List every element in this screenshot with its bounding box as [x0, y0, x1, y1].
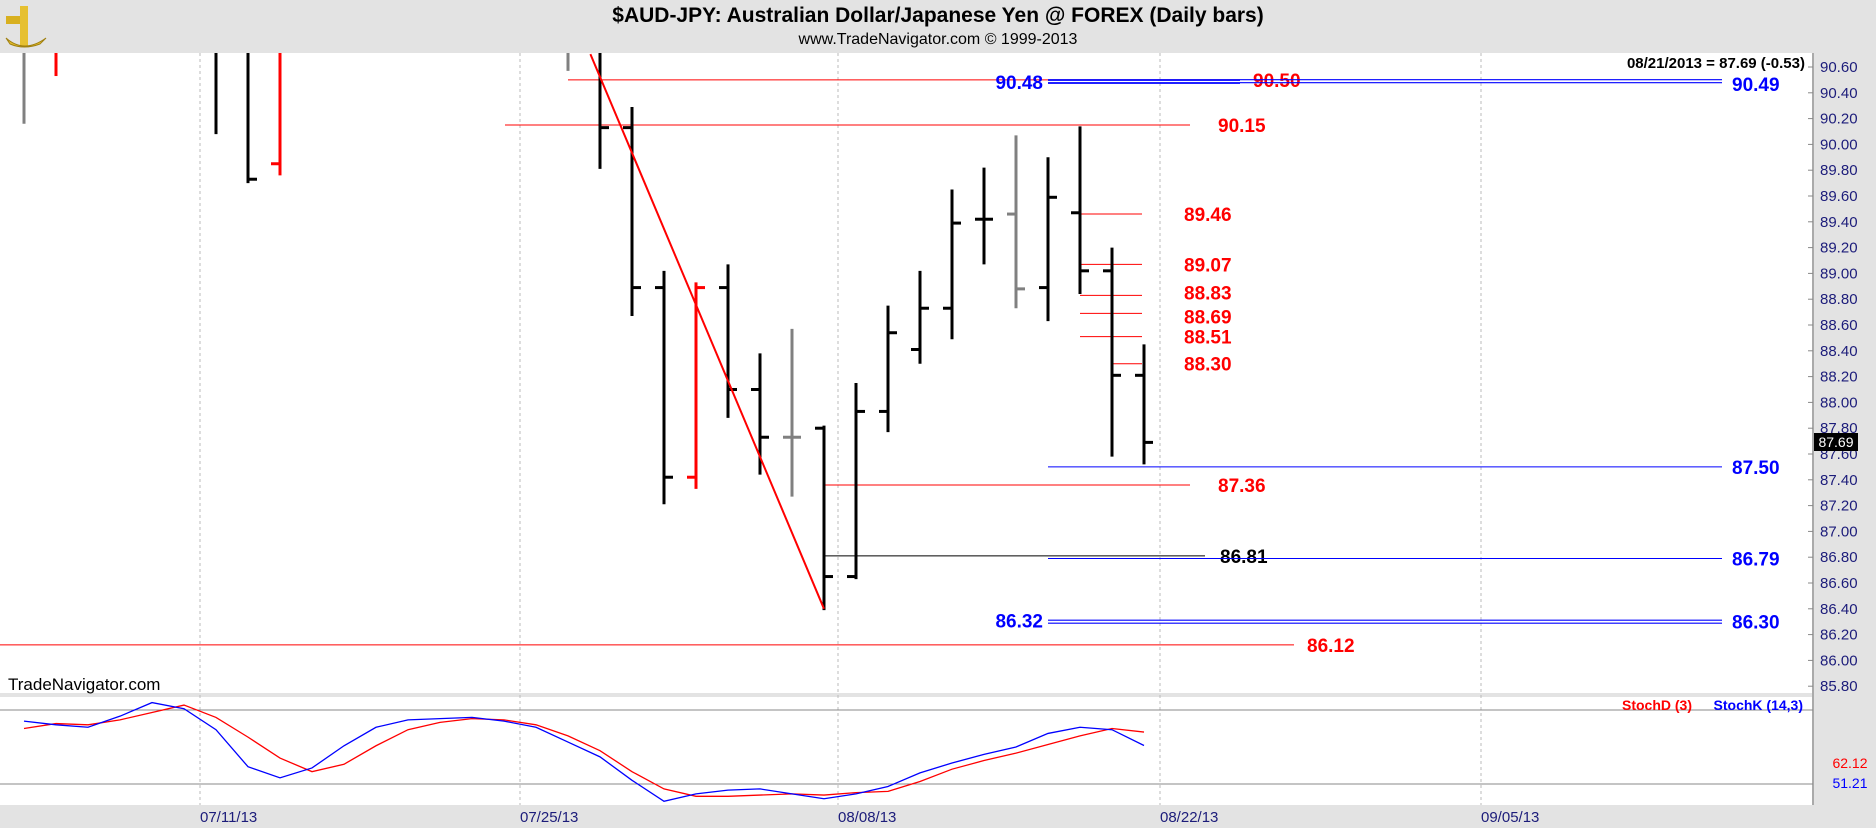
x-tick-label: 09/05/13	[1481, 809, 1539, 826]
y-tick-label: 89.00	[1820, 265, 1858, 282]
level-label: 89.46	[1184, 205, 1232, 226]
trendline	[589, 53, 825, 610]
level-label: 86.30	[1732, 613, 1780, 634]
stochk-line	[23, 701, 1145, 802]
stochd-value-box: 62.12	[1832, 755, 1867, 771]
level-label: 87.50	[1732, 458, 1780, 479]
y-tick-label: 90.00	[1820, 136, 1858, 153]
x-tick-label: 08/08/13	[838, 809, 896, 826]
y-tick-label: 86.20	[1820, 627, 1858, 644]
y-tick-label: 90.20	[1820, 111, 1858, 128]
chart-subtitle: www.TradeNavigator.com © 1999-2013	[798, 31, 1078, 48]
level-label: 86.12	[1307, 636, 1355, 657]
level-label: 88.69	[1184, 307, 1232, 328]
level-label: 86.81	[1220, 547, 1268, 568]
level-label: 87.36	[1218, 476, 1266, 497]
stochd-line	[23, 704, 1145, 797]
last-price-box: 87.69	[1814, 433, 1858, 451]
logo-icon	[5, 6, 47, 48]
y-tick-label: 90.40	[1820, 85, 1858, 102]
y-tick-label: 86.00	[1820, 652, 1858, 669]
y-tick-label: 88.00	[1820, 394, 1858, 411]
y-tick-label: 88.40	[1820, 343, 1858, 360]
watermark: TradeNavigator.com	[8, 675, 160, 694]
y-tick-label: 88.20	[1820, 369, 1858, 386]
y-tick-label: 87.00	[1820, 523, 1858, 540]
last-price-readout: 08/21/2013 = 87.69 (-0.53)	[1627, 55, 1805, 72]
stochk-legend: StochK (14,3)	[1714, 697, 1803, 713]
x-tick-label: 07/25/13	[520, 809, 578, 826]
y-tick-label: 90.60	[1820, 59, 1858, 76]
level-label: 89.07	[1184, 255, 1232, 276]
chart-title: $AUD-JPY: Australian Dollar/Japanese Yen…	[612, 4, 1263, 27]
y-tick-label: 87.80	[1820, 420, 1858, 437]
last-price-value: 87.69	[1818, 434, 1853, 450]
y-tick-label: 88.60	[1820, 317, 1858, 334]
level-label: 86.32	[995, 611, 1043, 632]
stochk-value: 51.21	[1832, 775, 1867, 791]
stochk-value-box: 51.21	[1832, 775, 1867, 791]
level-label: 88.51	[1184, 328, 1232, 349]
stochd-legend: StochD (3)	[1622, 697, 1692, 713]
x-tick-label: 08/22/13	[1160, 809, 1218, 826]
y-tick-label: 86.80	[1820, 549, 1858, 566]
price-panel	[0, 53, 1813, 693]
y-tick-label: 86.40	[1820, 601, 1858, 618]
level-label: 90.50	[1253, 71, 1301, 92]
level-label: 88.30	[1184, 355, 1232, 376]
y-tick-label: 87.20	[1820, 498, 1858, 515]
level-label: 88.83	[1184, 283, 1232, 304]
y-tick-label: 89.80	[1820, 162, 1858, 179]
level-label: 90.48	[995, 73, 1043, 94]
level-label: 90.49	[1732, 75, 1780, 96]
y-tick-label: 89.60	[1820, 188, 1858, 205]
y-tick-label: 86.60	[1820, 575, 1858, 592]
stochastic-panel	[0, 697, 1813, 805]
level-label: 90.15	[1218, 116, 1266, 137]
level-label: 86.79	[1732, 549, 1780, 570]
y-tick-label: 89.20	[1820, 240, 1858, 257]
y-tick-label: 87.40	[1820, 472, 1858, 489]
y-tick-label: 88.80	[1820, 291, 1858, 308]
stochd-value: 62.12	[1832, 755, 1867, 771]
y-tick-label: 85.80	[1820, 678, 1858, 695]
x-tick-label: 07/11/13	[200, 809, 257, 826]
y-tick-label: 89.40	[1820, 214, 1858, 231]
